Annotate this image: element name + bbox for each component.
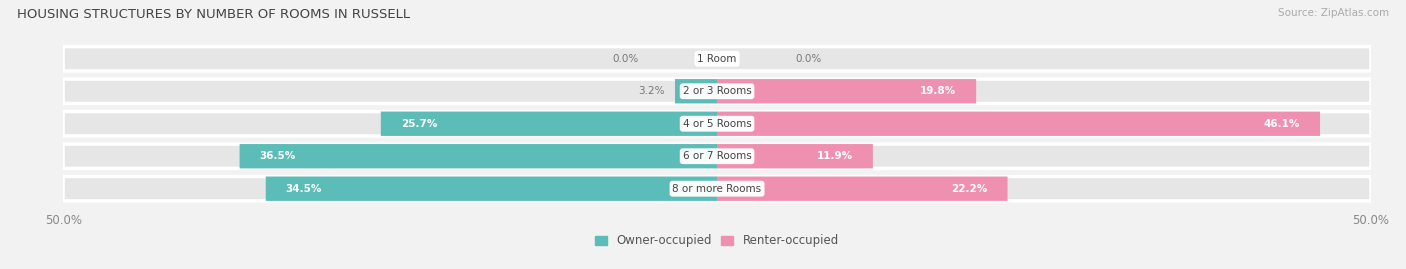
Text: 4 or 5 Rooms: 4 or 5 Rooms bbox=[683, 119, 751, 129]
FancyBboxPatch shape bbox=[63, 144, 1371, 168]
FancyBboxPatch shape bbox=[266, 176, 717, 201]
Text: 46.1%: 46.1% bbox=[1264, 119, 1301, 129]
Text: 6 or 7 Rooms: 6 or 7 Rooms bbox=[683, 151, 751, 161]
FancyBboxPatch shape bbox=[717, 79, 976, 104]
Text: Source: ZipAtlas.com: Source: ZipAtlas.com bbox=[1278, 8, 1389, 18]
Text: 2 or 3 Rooms: 2 or 3 Rooms bbox=[683, 86, 751, 96]
FancyBboxPatch shape bbox=[717, 144, 873, 168]
Legend: Owner-occupied, Renter-occupied: Owner-occupied, Renter-occupied bbox=[591, 230, 844, 252]
Text: 19.8%: 19.8% bbox=[920, 86, 956, 96]
Text: 8 or more Rooms: 8 or more Rooms bbox=[672, 184, 762, 194]
FancyBboxPatch shape bbox=[63, 47, 1371, 71]
Text: 22.2%: 22.2% bbox=[952, 184, 988, 194]
FancyBboxPatch shape bbox=[675, 79, 717, 104]
FancyBboxPatch shape bbox=[63, 79, 1371, 104]
Text: 36.5%: 36.5% bbox=[259, 151, 295, 161]
FancyBboxPatch shape bbox=[717, 176, 1008, 201]
FancyBboxPatch shape bbox=[63, 112, 1371, 136]
Text: 3.2%: 3.2% bbox=[638, 86, 665, 96]
Text: 1 Room: 1 Room bbox=[697, 54, 737, 64]
Text: 25.7%: 25.7% bbox=[401, 119, 437, 129]
FancyBboxPatch shape bbox=[239, 144, 717, 168]
Text: 34.5%: 34.5% bbox=[285, 184, 322, 194]
Text: 0.0%: 0.0% bbox=[796, 54, 821, 64]
FancyBboxPatch shape bbox=[63, 176, 1371, 201]
Text: 11.9%: 11.9% bbox=[817, 151, 853, 161]
Text: HOUSING STRUCTURES BY NUMBER OF ROOMS IN RUSSELL: HOUSING STRUCTURES BY NUMBER OF ROOMS IN… bbox=[17, 8, 411, 21]
Text: 0.0%: 0.0% bbox=[613, 54, 638, 64]
FancyBboxPatch shape bbox=[381, 112, 717, 136]
FancyBboxPatch shape bbox=[717, 112, 1320, 136]
